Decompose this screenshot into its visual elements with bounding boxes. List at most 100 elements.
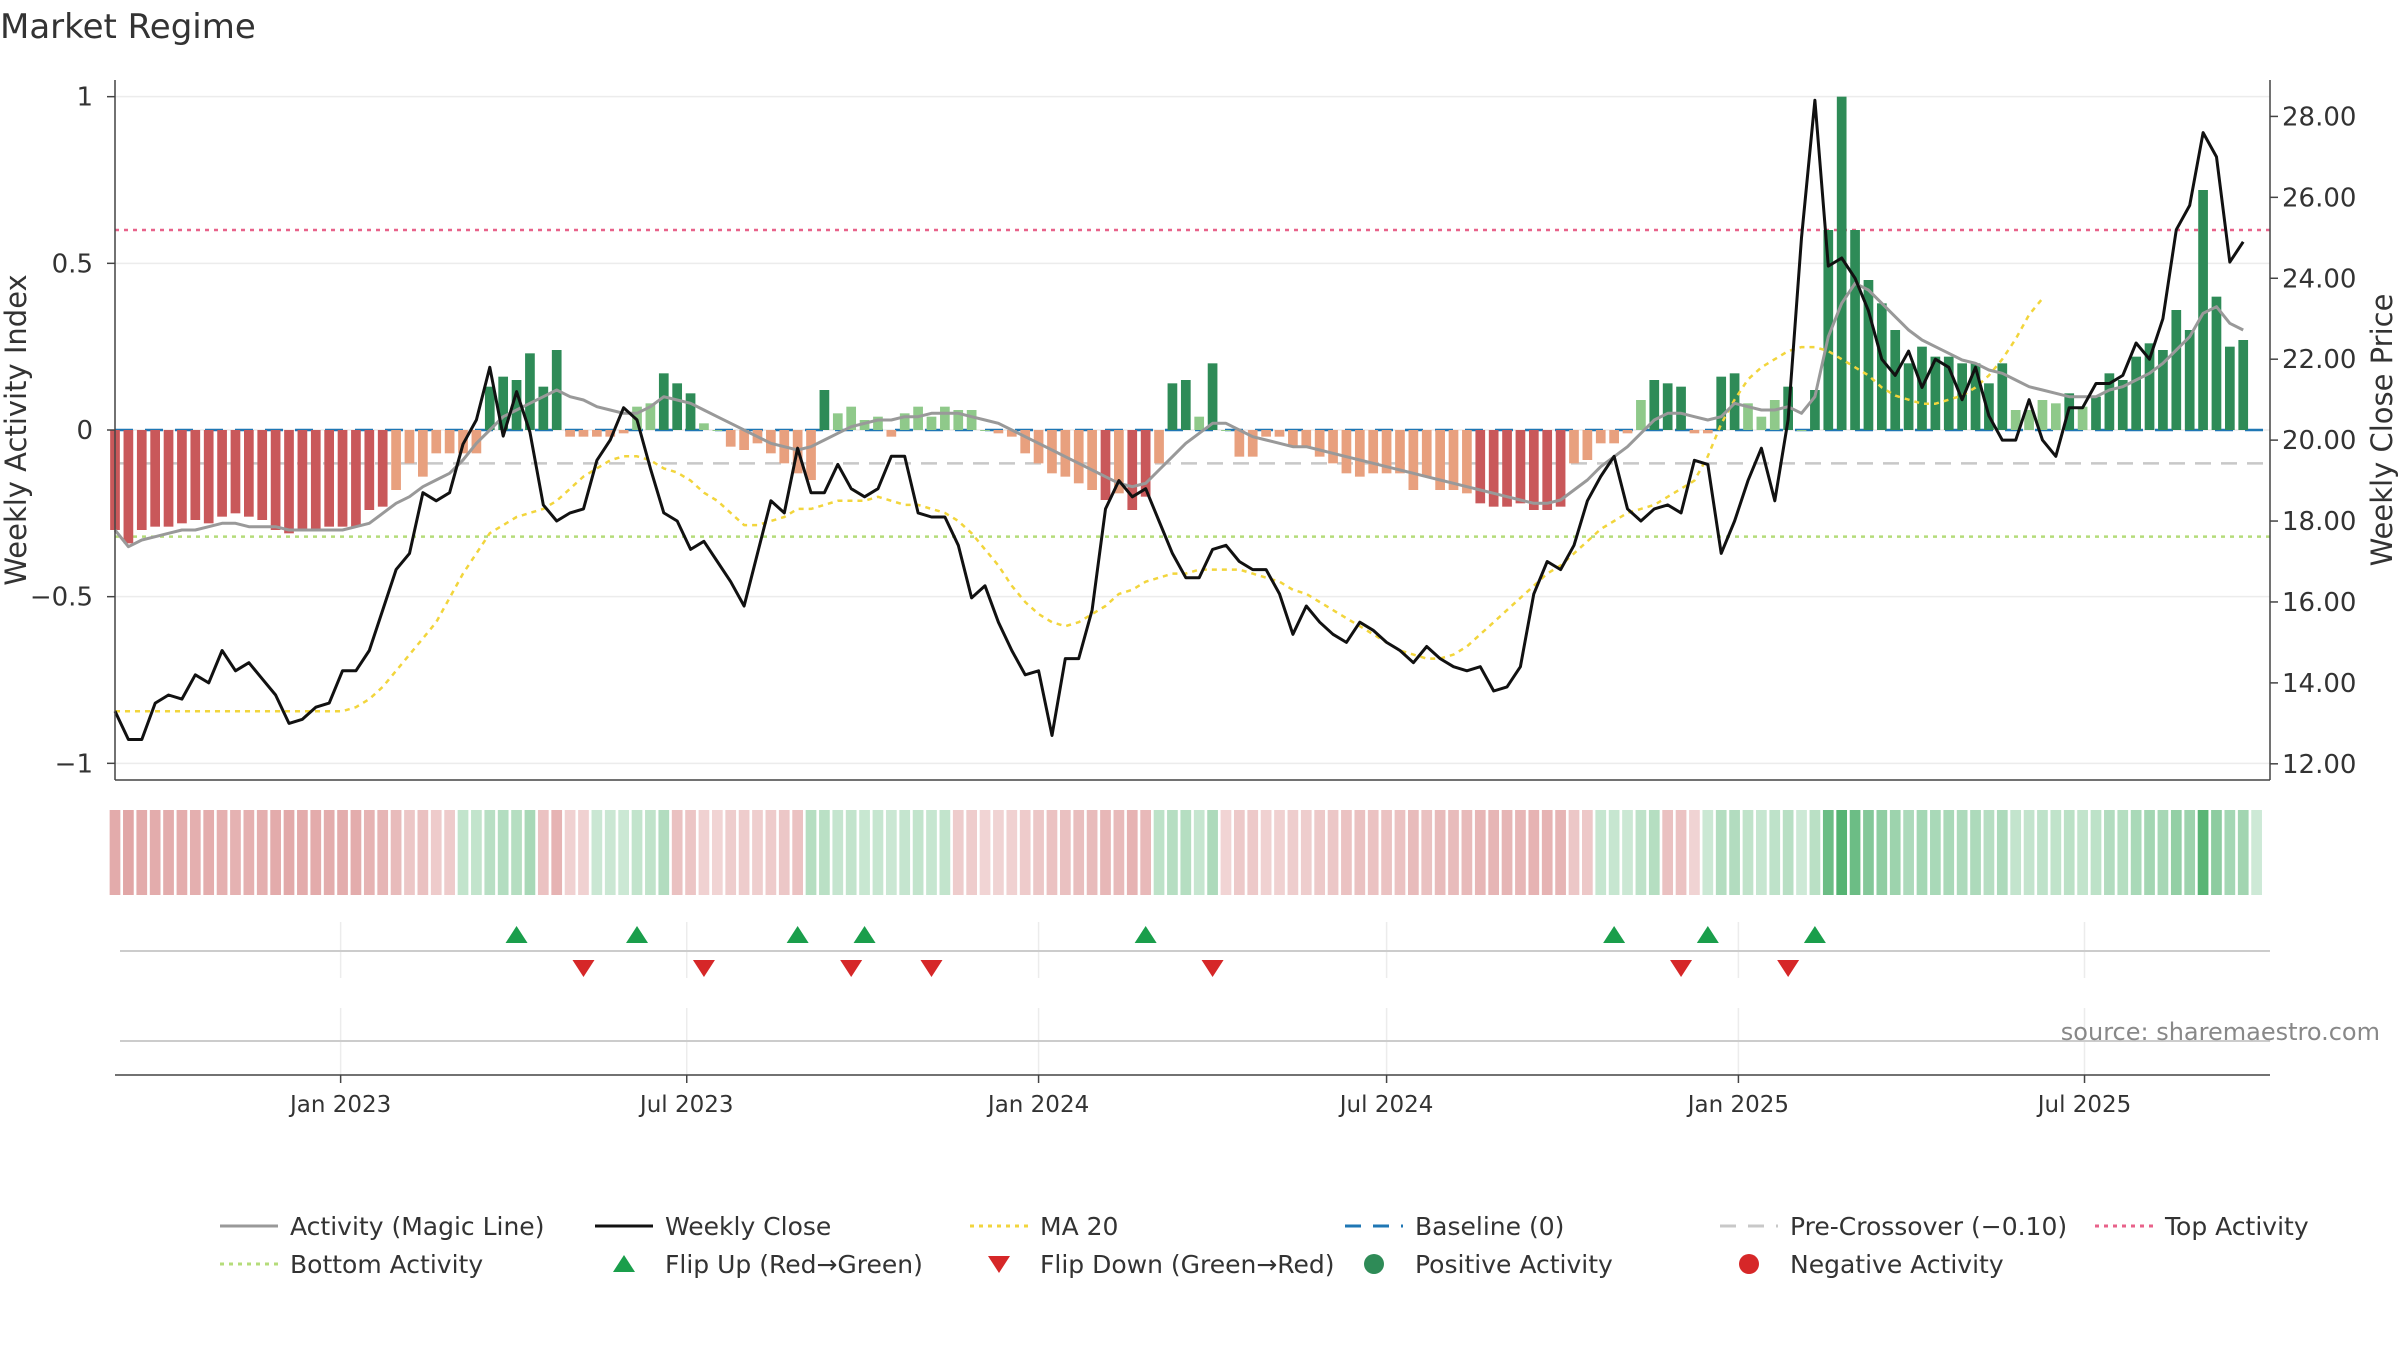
activity-bar bbox=[819, 390, 830, 430]
activity-bar bbox=[1328, 430, 1338, 464]
heat-cell bbox=[1274, 810, 1285, 895]
heat-cell bbox=[123, 810, 134, 895]
activity-bar bbox=[1140, 430, 1151, 497]
heat-cell bbox=[979, 810, 991, 895]
heat-cell bbox=[1983, 810, 1995, 895]
heat-cell bbox=[1889, 810, 1901, 895]
right-tick-label: 16.00 bbox=[2282, 588, 2356, 618]
activity-bar bbox=[1274, 430, 1285, 437]
heat-cell bbox=[1207, 810, 1218, 895]
legend-label: Weekly Close bbox=[665, 1212, 831, 1241]
activity-bar bbox=[2131, 356, 2141, 430]
flip-up-marker bbox=[505, 926, 528, 943]
heat-cell bbox=[1689, 810, 1700, 895]
activity-bar bbox=[1515, 430, 1526, 504]
activity-bar bbox=[230, 430, 241, 514]
heat-cell bbox=[189, 810, 201, 895]
heat-cell bbox=[1059, 810, 1071, 895]
activity-bar bbox=[190, 430, 201, 520]
heat-cell bbox=[511, 810, 522, 895]
activity-bar bbox=[163, 430, 174, 527]
flip-down-marker bbox=[840, 960, 863, 977]
activity-bar bbox=[1569, 430, 1579, 464]
activity-bar bbox=[2144, 343, 2155, 430]
activity-bar bbox=[886, 430, 897, 437]
heat-cell bbox=[243, 810, 255, 895]
activity-bar bbox=[431, 430, 442, 454]
heat-cell bbox=[1849, 810, 1861, 895]
heat-cell bbox=[1167, 810, 1178, 895]
heat-cell bbox=[1327, 810, 1339, 895]
heat-cell bbox=[564, 810, 576, 895]
heat-cell bbox=[1488, 810, 1500, 895]
legend-label: Bottom Activity bbox=[290, 1250, 483, 1279]
activity-bar bbox=[244, 430, 254, 517]
x-tick-label: Jul 2025 bbox=[2036, 1092, 2132, 1118]
heat-cell bbox=[1756, 810, 1767, 895]
source-note: source: sharemaestro.com bbox=[2061, 1018, 2380, 1046]
heat-cell bbox=[1742, 810, 1754, 895]
right-axis-label: Weekly Close Price bbox=[2365, 294, 2399, 567]
heat-cell bbox=[711, 810, 723, 895]
activity-bar bbox=[1743, 403, 1753, 430]
heat-cell bbox=[2063, 810, 2075, 895]
left-tick-label: −0.5 bbox=[30, 583, 93, 613]
right-tick-label: 20.00 bbox=[2282, 426, 2356, 456]
activity-bar bbox=[1943, 356, 1954, 430]
heat-cell bbox=[1314, 810, 1326, 895]
activity-bar bbox=[2037, 400, 2048, 430]
left-tick-label: 0 bbox=[76, 416, 93, 446]
heat-cell bbox=[1822, 810, 1834, 895]
activity-bar bbox=[1167, 383, 1178, 430]
heat-cell bbox=[2144, 810, 2155, 895]
activity-bar bbox=[940, 406, 950, 430]
heat-cell bbox=[1916, 810, 1928, 895]
heat-cell bbox=[631, 810, 643, 895]
activity-bar bbox=[1020, 430, 1031, 454]
activity-bar bbox=[1876, 303, 1887, 430]
heat-cell bbox=[1635, 810, 1647, 895]
heat-cell bbox=[1876, 810, 1888, 895]
activity-bar bbox=[2171, 310, 2182, 430]
heat-cell bbox=[1073, 810, 1085, 895]
legend-item: Weekly Close bbox=[595, 1212, 831, 1241]
activity-bar bbox=[1247, 430, 1258, 457]
activity-bar bbox=[618, 430, 629, 434]
heat-cell bbox=[1180, 810, 1192, 895]
heat-cell bbox=[952, 810, 964, 895]
heat-cell bbox=[765, 810, 777, 895]
activity-bar bbox=[1006, 430, 1017, 437]
activity-bar bbox=[605, 430, 616, 437]
reference-lines bbox=[115, 228, 2270, 538]
activity-bar bbox=[1595, 430, 1606, 444]
activity-bar bbox=[1368, 430, 1379, 474]
heat-cell bbox=[1501, 810, 1513, 895]
heat-cell bbox=[270, 810, 281, 895]
heat-cell bbox=[1193, 810, 1205, 895]
heat-cell bbox=[859, 810, 870, 895]
legend-label: Negative Activity bbox=[1790, 1250, 2004, 1279]
activity-bar bbox=[672, 383, 683, 430]
activity-bar bbox=[2211, 296, 2222, 430]
activity-bar bbox=[2091, 396, 2101, 430]
flip-up-marker bbox=[1696, 926, 1719, 943]
right-tick-label: 26.00 bbox=[2282, 183, 2356, 213]
activity-bar bbox=[538, 386, 549, 430]
legend-item: Baseline (0) bbox=[1345, 1212, 1564, 1241]
x-tick-label: Jul 2023 bbox=[638, 1092, 734, 1118]
heat-cell bbox=[671, 810, 683, 895]
heat-cell bbox=[551, 810, 563, 895]
heat-cell bbox=[1006, 810, 1018, 895]
legend-label: Flip Down (Green→Red) bbox=[1040, 1250, 1335, 1279]
activity-bar bbox=[1475, 430, 1486, 504]
flip-down-marker bbox=[920, 960, 943, 977]
activity-bar bbox=[1890, 330, 1901, 430]
legend-item: MA 20 bbox=[970, 1212, 1118, 1241]
activity-bar bbox=[899, 413, 910, 430]
activity-bar bbox=[1033, 430, 1044, 464]
heat-cell bbox=[2037, 810, 2048, 895]
flip-down-marker bbox=[1201, 960, 1224, 977]
activity-bar bbox=[1435, 430, 1445, 490]
heat-cell bbox=[805, 810, 817, 895]
